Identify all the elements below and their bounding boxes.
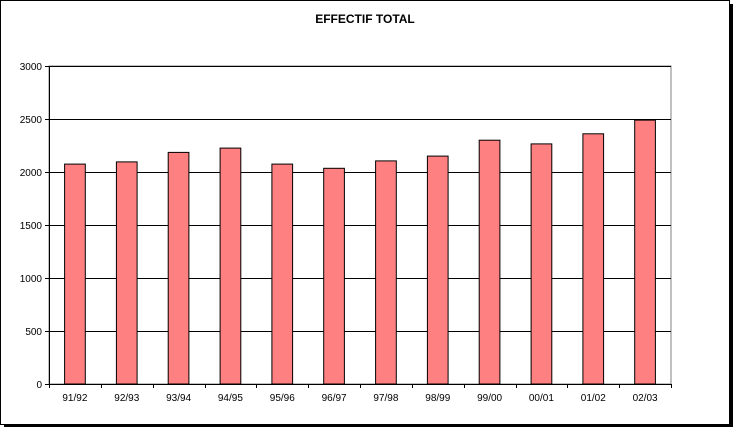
x-tick-label: 01/02	[581, 393, 606, 404]
bar-02/03	[634, 119, 656, 385]
axes	[45, 66, 672, 388]
grid-lines	[48, 65, 672, 385]
bar-98/99	[426, 155, 449, 385]
y-tick-label: 1000	[20, 274, 43, 285]
bar-94/95	[219, 147, 242, 385]
x-tick-label: 91/92	[62, 393, 87, 404]
y-tick-label: 1500	[20, 221, 43, 232]
y-tick-label: 3000	[20, 62, 43, 73]
x-tick-label: 02/03	[633, 393, 658, 404]
bar-99/00	[478, 139, 501, 385]
tick-labels: 0 500 1000 1500 2000 2500 3000 91/92 92/93 93/94 9…	[20, 62, 658, 404]
y-tick-label: 2500	[20, 115, 43, 126]
bar-01/02	[582, 133, 605, 385]
x-tick-label: 96/97	[322, 393, 347, 404]
y-tick-label: 2000	[20, 168, 43, 179]
x-tick-label: 94/95	[218, 393, 243, 404]
frame-shadow-right	[730, 4, 733, 427]
bar-00/01	[530, 143, 553, 385]
bars	[64, 119, 656, 385]
bar-93/94	[167, 151, 190, 385]
frame-shadow-bottom	[4, 424, 733, 427]
bar-91/92	[64, 163, 86, 385]
x-tick-label: 00/01	[529, 393, 554, 404]
bar-96/97	[323, 167, 345, 385]
bar-95/96	[271, 163, 294, 385]
x-tick-label: 99/00	[477, 393, 502, 404]
chart-title: EFFECTIF TOTAL	[315, 12, 415, 26]
bar-92/93	[115, 161, 138, 385]
x-tick-label: 93/94	[166, 393, 191, 404]
y-tick-label: 0	[36, 380, 42, 391]
bar-97/98	[375, 160, 397, 385]
x-tick-label: 97/98	[373, 393, 398, 404]
x-tick-label: 92/93	[114, 393, 139, 404]
y-tick-label: 500	[25, 327, 42, 338]
x-tick-label: 95/96	[270, 393, 295, 404]
x-tick-label: 98/99	[425, 393, 450, 404]
